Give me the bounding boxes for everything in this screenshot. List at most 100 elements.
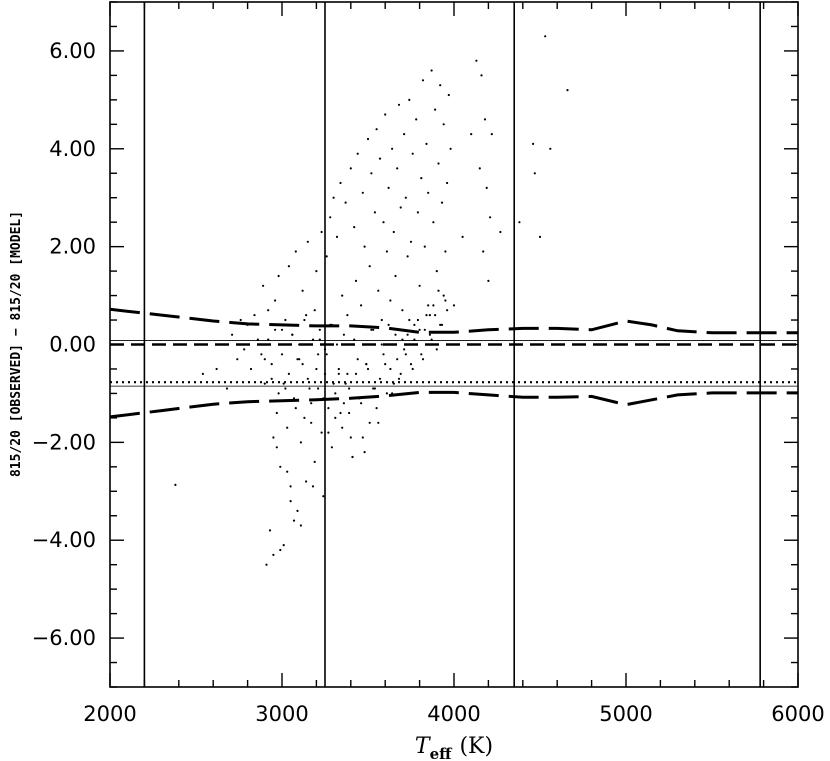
data-points [174, 35, 569, 566]
data-point [416, 211, 419, 214]
data-point [490, 133, 493, 136]
x-tick-label: 2000 [83, 702, 136, 726]
data-point [442, 294, 445, 297]
data-point [299, 441, 302, 444]
data-point [311, 338, 315, 341]
data-point [360, 304, 363, 307]
data-point [449, 147, 452, 150]
data-point [263, 358, 266, 361]
x-tick-label: 4000 [427, 702, 480, 726]
x-axis-symbol: T [415, 734, 432, 759]
data-point [339, 181, 342, 185]
data-point [409, 363, 413, 366]
data-point [442, 123, 445, 126]
data-point [274, 299, 277, 302]
data-point [532, 142, 535, 145]
data-point [286, 426, 289, 429]
data-point [396, 167, 399, 170]
data-point [356, 358, 359, 361]
data-point [310, 402, 313, 405]
data-point [287, 265, 290, 268]
data-point [239, 318, 242, 322]
data-point [430, 69, 433, 72]
data-point [332, 382, 335, 385]
data-point [375, 128, 378, 131]
data-point [389, 299, 392, 302]
data-point [409, 240, 413, 243]
data-point [279, 548, 282, 552]
data-point [415, 343, 418, 346]
data-point [420, 353, 423, 356]
data-point [452, 304, 456, 307]
data-point [418, 284, 421, 287]
data-point [428, 333, 431, 336]
data-point [317, 353, 320, 356]
data-point [385, 392, 388, 395]
y-tick-label: 0.00 [49, 333, 96, 357]
y-tick-label: −6.00 [32, 626, 96, 650]
data-point [384, 113, 387, 116]
y-tick-label: 2.00 [49, 235, 96, 259]
data-point [549, 147, 552, 150]
data-point [215, 367, 218, 371]
data-point [277, 274, 280, 278]
data-point [413, 338, 416, 341]
data-point [391, 147, 394, 150]
data-point [301, 289, 304, 292]
data-point [320, 230, 323, 234]
data-point [427, 191, 430, 194]
data-point [354, 372, 358, 375]
data-point [434, 108, 437, 111]
y-tick-label: 6.00 [49, 39, 96, 63]
data-point [265, 563, 268, 566]
data-point [337, 372, 340, 375]
data-point [415, 118, 418, 121]
data-point [392, 382, 395, 385]
data-point [260, 353, 263, 356]
data-point [327, 407, 330, 410]
data-point [267, 338, 270, 341]
data-point [408, 98, 411, 101]
data-point [439, 84, 442, 87]
data-point [397, 377, 401, 380]
data-point [358, 397, 361, 400]
data-point [382, 353, 385, 356]
data-point [478, 167, 481, 170]
data-point [284, 387, 287, 390]
data-point [475, 59, 478, 62]
data-point [378, 377, 382, 380]
data-point [377, 289, 380, 292]
data-point [365, 363, 368, 366]
data-point [566, 89, 569, 92]
data-point [421, 79, 425, 82]
plot-frame [109, 1, 799, 688]
x-axis-subscript: eff [430, 745, 454, 761]
data-point [382, 221, 385, 224]
data-point [310, 421, 313, 424]
data-point [346, 314, 349, 317]
data-point [305, 480, 308, 483]
data-point [201, 372, 204, 375]
data-point [322, 397, 325, 400]
data-point [363, 245, 366, 248]
data-point [380, 343, 383, 346]
data-point [439, 323, 442, 326]
data-point [385, 250, 388, 253]
data-point [342, 402, 345, 405]
data-point [289, 500, 292, 503]
data-point [337, 367, 340, 371]
data-point [416, 318, 419, 322]
data-point [485, 186, 488, 189]
data-point [470, 133, 473, 136]
data-point [404, 196, 407, 199]
data-point [413, 323, 416, 326]
data-point [394, 274, 397, 278]
data-point [420, 177, 423, 180]
data-point [480, 74, 483, 77]
data-point [348, 387, 351, 390]
data-point [427, 304, 430, 307]
y-axis-label: 815/20 [OBSERVED] − 815/20 [MODEL] [9, 211, 24, 477]
data-point [282, 382, 285, 385]
data-point [372, 387, 375, 390]
